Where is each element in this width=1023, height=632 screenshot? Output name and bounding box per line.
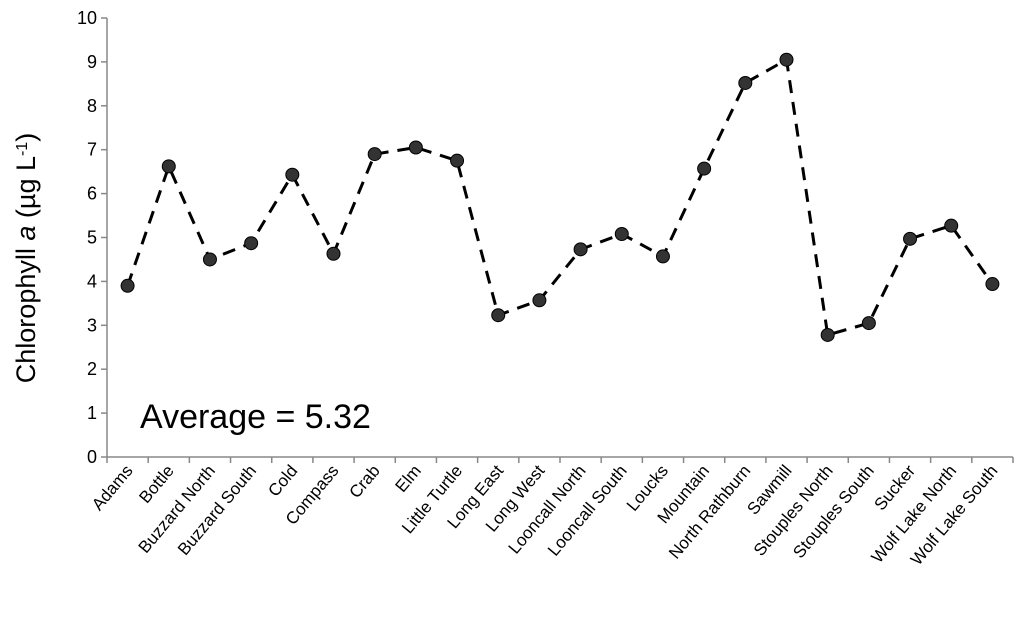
data-point	[820, 327, 835, 342]
x-tick-label: Crab	[345, 461, 383, 501]
ylabel-prefix: Chlorophyll	[11, 241, 41, 384]
data-point	[450, 153, 465, 168]
y-tick-label: 6	[87, 184, 97, 204]
data-point	[738, 75, 753, 90]
data-point	[244, 236, 259, 251]
data-point	[614, 226, 629, 241]
ylabel-superscript: -1	[14, 142, 31, 156]
data-point	[367, 147, 382, 162]
y-tick-label: 7	[87, 140, 97, 160]
y-tick-label: 2	[87, 359, 97, 379]
data-points	[120, 52, 1000, 342]
data-point	[202, 252, 217, 267]
data-point	[491, 308, 506, 323]
data-point	[697, 161, 712, 176]
data-point	[285, 167, 300, 182]
y-tick-label: 8	[87, 96, 97, 116]
data-point	[779, 52, 794, 67]
y-tick-label: 10	[77, 8, 97, 28]
y-tick-label: 9	[87, 52, 97, 72]
data-point	[408, 140, 423, 155]
data-point	[861, 316, 876, 331]
ylabel-italic: a	[11, 226, 41, 241]
data-point	[903, 231, 918, 246]
y-tick-label: 3	[87, 315, 97, 335]
average-annotation: Average = 5.32	[140, 398, 371, 436]
x-tick-label: Cold	[264, 461, 301, 500]
data-point	[573, 242, 588, 257]
ylabel-units-open: (µg L	[11, 156, 41, 226]
y-tick-label: 1	[87, 403, 97, 423]
y-axis-label: Chlorophyll a (µg L-1)	[11, 133, 41, 383]
data-point	[326, 246, 341, 261]
axes	[106, 18, 1013, 458]
ylabel-units-close: )	[11, 133, 41, 142]
x-tick-label: Adams	[88, 461, 137, 514]
data-point	[944, 218, 959, 233]
data-point	[120, 278, 135, 293]
series-line	[126, 57, 994, 337]
y-ticks: 0 1 2 3 4 5 6 7 8 9 10	[77, 8, 107, 467]
y-tick-label: 0	[87, 447, 97, 467]
data-point	[532, 293, 547, 308]
y-tick-label: 4	[87, 271, 97, 291]
x-tick-label: Elm	[392, 461, 425, 496]
y-tick-label: 5	[87, 228, 97, 248]
data-point	[161, 159, 176, 174]
data-point	[655, 249, 670, 264]
data-point	[985, 277, 1000, 292]
